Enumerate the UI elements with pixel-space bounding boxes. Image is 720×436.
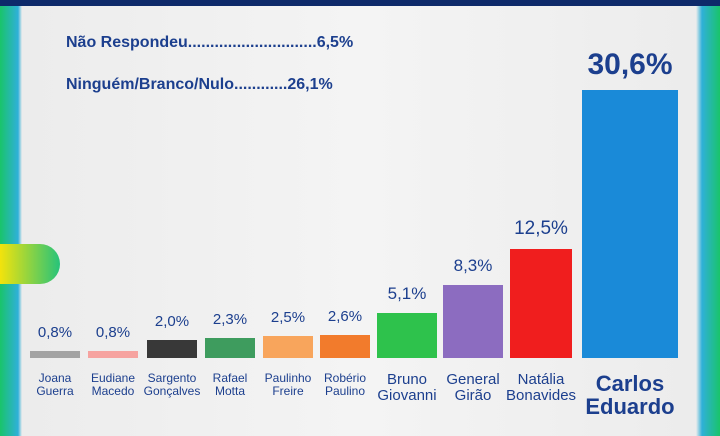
category-label: Carlos Eduardo xyxy=(585,371,675,420)
bar xyxy=(263,336,313,358)
bar xyxy=(510,248,572,358)
bar xyxy=(147,340,197,358)
category-label: Joana Guerra xyxy=(36,371,74,398)
category-label: Robério Paulino xyxy=(323,371,367,398)
value-label: 30,6% xyxy=(587,48,673,81)
value-label: 0,8% xyxy=(37,323,73,341)
value-label: 12,5% xyxy=(514,217,568,239)
category-label: Rafael Motta xyxy=(212,371,248,398)
category-label: Natália Bonavides xyxy=(506,371,577,404)
bar xyxy=(205,337,255,358)
category-label: Bruno Giovanni xyxy=(377,371,437,404)
bar xyxy=(582,90,678,358)
bar xyxy=(377,313,437,358)
category-label: Eudiane Macedo xyxy=(90,371,136,398)
bar xyxy=(88,350,138,358)
category-label: Paulinho Freire xyxy=(264,371,312,398)
value-label: 2,6% xyxy=(327,308,363,326)
value-label: 2,0% xyxy=(154,313,190,331)
value-label: 5,1% xyxy=(387,284,427,304)
note: Ninguém/Branco/Nulo............26,1% xyxy=(66,76,333,93)
value-label: 8,3% xyxy=(453,256,493,276)
category-label: General Girão xyxy=(446,371,500,404)
bar xyxy=(320,335,370,358)
value-label: 0,8% xyxy=(95,323,131,341)
value-label: 2,3% xyxy=(212,310,248,328)
decoration xyxy=(0,244,60,284)
top-band xyxy=(0,0,720,6)
note: Não Respondeu...........................… xyxy=(66,34,354,51)
category-label: Sargento Gonçalves xyxy=(143,371,201,398)
bar xyxy=(30,350,80,358)
value-label: 2,5% xyxy=(270,309,306,327)
bar xyxy=(443,285,503,358)
